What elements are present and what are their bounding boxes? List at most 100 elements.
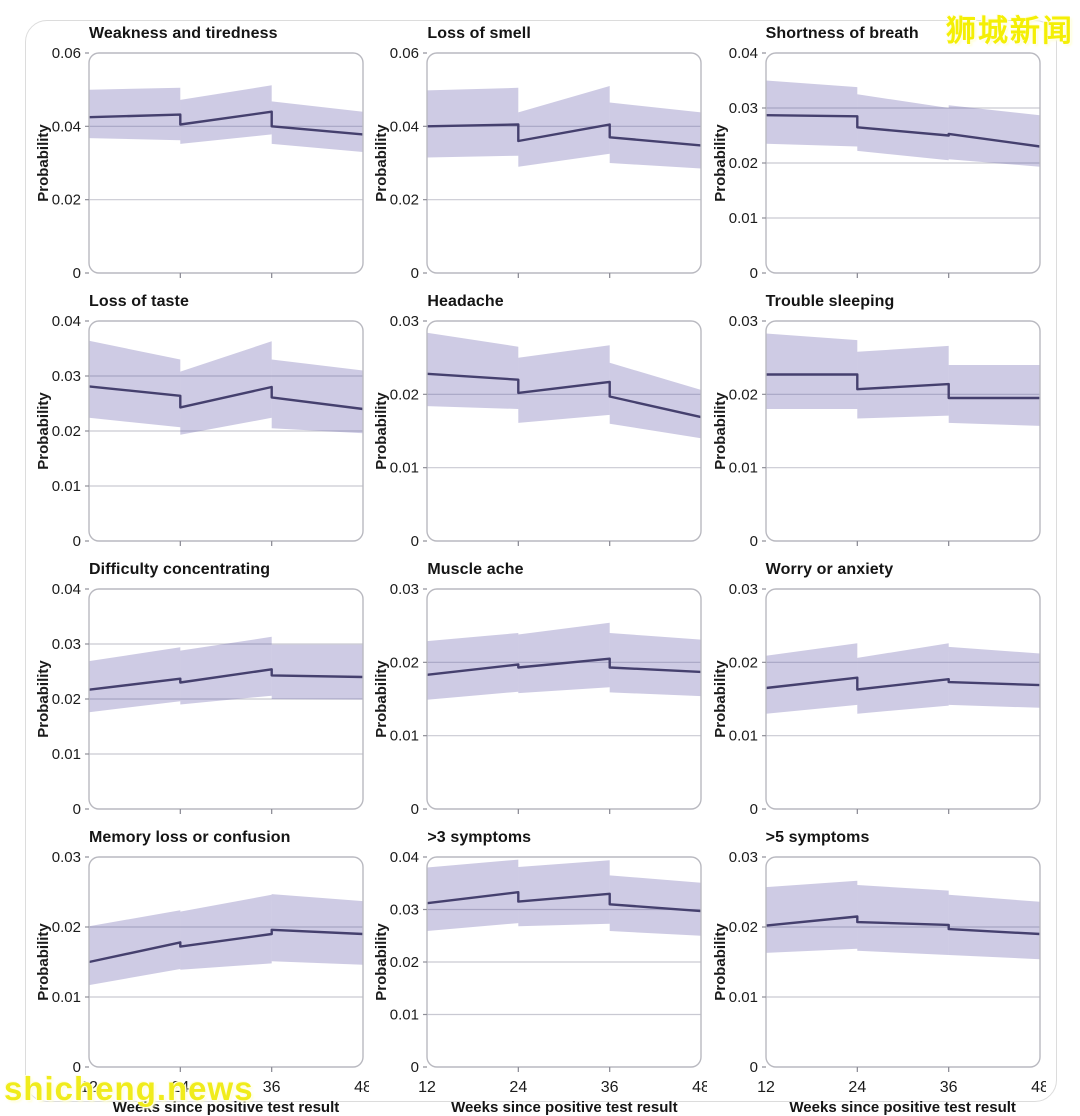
y-axis-label: Probability	[712, 660, 729, 738]
y-tick-label: 0.01	[728, 210, 757, 227]
x-axis-label: Weeks since positive test result	[789, 1099, 1016, 1116]
y-tick-label: 0.03	[728, 849, 757, 866]
x-tick-label: 24	[510, 1079, 528, 1096]
y-tick-label: 0	[73, 801, 81, 815]
y-tick-label: 0.01	[390, 460, 419, 477]
y-axis-label: Probability	[712, 124, 729, 202]
y-tick-label: 0.01	[390, 728, 419, 745]
y-tick-label: 0.02	[728, 654, 757, 671]
y-tick-label: 0.03	[390, 313, 419, 330]
chart-title: Weakness and tiredness	[89, 25, 278, 42]
y-tick-label: 0	[749, 801, 757, 815]
y-tick-label: 0.03	[728, 581, 757, 598]
y-tick-label: 0.02	[390, 192, 419, 209]
x-tick-label: 24	[171, 1079, 189, 1096]
y-tick-label: 0.03	[728, 100, 757, 117]
y-tick-label: 0.02	[52, 691, 81, 708]
chart-title: Shortness of breath	[765, 25, 919, 42]
chart-plot: 0 0.01 0.02 0.03 Probability	[373, 581, 703, 815]
chart-plot: 0 0.01 0.02 0.03 0.04 Probability	[712, 45, 1041, 279]
chart-plot: 0 0.01 0.02 0.03 0.04 Probability	[35, 313, 364, 547]
y-tick-label: 0.02	[390, 654, 419, 671]
y-axis-label: Probability	[712, 392, 729, 470]
y-tick-label: 0.01	[390, 1007, 419, 1024]
y-tick-label: 0.02	[52, 192, 81, 209]
y-tick-label: 0	[749, 533, 757, 547]
y-tick-label: 0.03	[52, 636, 81, 653]
figure-card: Weakness and tiredness 0 0.02 0.04 0.06 Proba…	[25, 20, 1057, 1116]
y-tick-label: 0.06	[52, 45, 81, 62]
y-tick-label: 0.03	[390, 581, 419, 598]
y-tick-label: 0.02	[52, 423, 81, 440]
charts-grid: Weakness and tiredness 0 0.02 0.04 0.06 Proba…	[33, 23, 1048, 1116]
chart-cell: Shortness of breath 0 0.01 0.02 0.03 0.04 Prob…	[710, 23, 1048, 291]
y-tick-label: 0.04	[390, 849, 419, 866]
chart-title: Headache	[427, 293, 504, 310]
y-tick-label: 0	[73, 1059, 81, 1076]
x-tick-label: 48	[1031, 1079, 1046, 1096]
chart-cell: Headache 0 0.01 0.02 0.03 Probability	[371, 291, 709, 559]
y-tick-label: 0.04	[728, 45, 757, 62]
y-tick-label: 0.01	[52, 989, 81, 1006]
chart-cell: Muscle ache 0 0.01 0.02 0.03 Probability	[371, 559, 709, 827]
x-tick-label: 36	[263, 1079, 281, 1096]
x-tick-label: 12	[757, 1079, 775, 1096]
x-tick-label: 48	[692, 1079, 707, 1096]
y-tick-label: 0.01	[728, 460, 757, 477]
chart-cell: Loss of taste 0 0.01 0.02 0.03 0.04 Probabilit…	[33, 291, 371, 559]
x-axis-label: Weeks since positive test result	[451, 1099, 678, 1116]
chart-cell: >3 symptoms 0 0.01 0.02 0.03 0.04 Probability 1…	[371, 827, 709, 1116]
y-tick-label: 0.01	[728, 989, 757, 1006]
x-tick-label: 48	[354, 1079, 369, 1096]
x-tick-label: 24	[848, 1079, 866, 1096]
chart-cell: Difficulty concentrating 0 0.01 0.02 0.03 0.0…	[33, 559, 371, 827]
y-tick-label: 0.02	[728, 386, 757, 403]
y-tick-label: 0.01	[52, 478, 81, 495]
chart-plot: 0 0.01 0.02 0.03 Probability 12 24 36 48	[35, 849, 369, 1096]
y-axis-label: Probability	[373, 923, 390, 1001]
y-axis-label: Probability	[35, 124, 52, 202]
y-tick-label: 0	[411, 265, 419, 279]
y-tick-label: 0	[411, 801, 419, 815]
y-tick-label: 0	[411, 1059, 419, 1076]
chart-plot: 0 0.01 0.02 0.03 Probability	[712, 313, 1041, 547]
chart-title: Loss of smell	[427, 25, 531, 42]
x-tick-label: 36	[601, 1079, 619, 1096]
x-axis-label: Weeks since positive test result	[112, 1099, 340, 1116]
chart-plot: 0 0.01 0.02 0.03 Probability 12 24 36 48	[712, 849, 1046, 1096]
y-tick-label: 0.04	[52, 581, 81, 598]
y-tick-label: 0	[749, 1059, 757, 1076]
y-tick-label: 0.04	[52, 118, 81, 135]
chart-cell: >5 symptoms 0 0.01 0.02 0.03 Probability 12 24 3…	[710, 827, 1048, 1116]
chart-plot: 0 0.01 0.02 0.03 0.04 Probability 12 24 36 48	[373, 849, 707, 1096]
chart-cell: Weakness and tiredness 0 0.02 0.04 0.06 Proba…	[33, 23, 371, 291]
y-axis-label: Probability	[373, 392, 390, 470]
chart-cell: Memory loss or confusion 0 0.01 0.02 0.03 Pro…	[33, 827, 371, 1116]
chart-plot: 0 0.01 0.02 0.03 0.04 Probability	[35, 581, 364, 815]
y-axis-label: Probability	[373, 660, 390, 738]
y-tick-label: 0	[749, 265, 757, 279]
chart-plot: 0 0.01 0.02 0.03 Probability	[712, 581, 1041, 815]
y-tick-label: 0.03	[390, 902, 419, 919]
y-tick-label: 0.01	[728, 728, 757, 745]
y-tick-label: 0	[73, 265, 81, 279]
y-axis-label: Probability	[35, 392, 52, 470]
y-axis-label: Probability	[35, 660, 52, 738]
chart-cell: Loss of smell 0 0.02 0.04 0.06 Probability	[371, 23, 709, 291]
x-tick-label: 12	[80, 1079, 98, 1096]
y-tick-label: 0.02	[390, 386, 419, 403]
chart-title: Difficulty concentrating	[89, 561, 271, 578]
y-tick-label: 0.02	[728, 155, 757, 172]
chart-plot: 0 0.02 0.04 0.06 Probability	[35, 45, 364, 279]
y-tick-label: 0.03	[728, 313, 757, 330]
chart-title: Worry or anxiety	[765, 561, 894, 578]
chart-plot: 0 0.01 0.02 0.03 Probability	[373, 313, 703, 547]
y-tick-label: 0	[73, 533, 81, 547]
y-tick-label: 0.06	[390, 45, 419, 62]
y-tick-label: 0.01	[52, 746, 81, 763]
chart-title: >3 symptoms	[427, 829, 532, 846]
y-tick-label: 0.02	[390, 954, 419, 971]
chart-title: Memory loss or confusion	[89, 829, 291, 846]
chart-title: Muscle ache	[427, 561, 524, 578]
y-tick-label: 0.04	[390, 118, 419, 135]
